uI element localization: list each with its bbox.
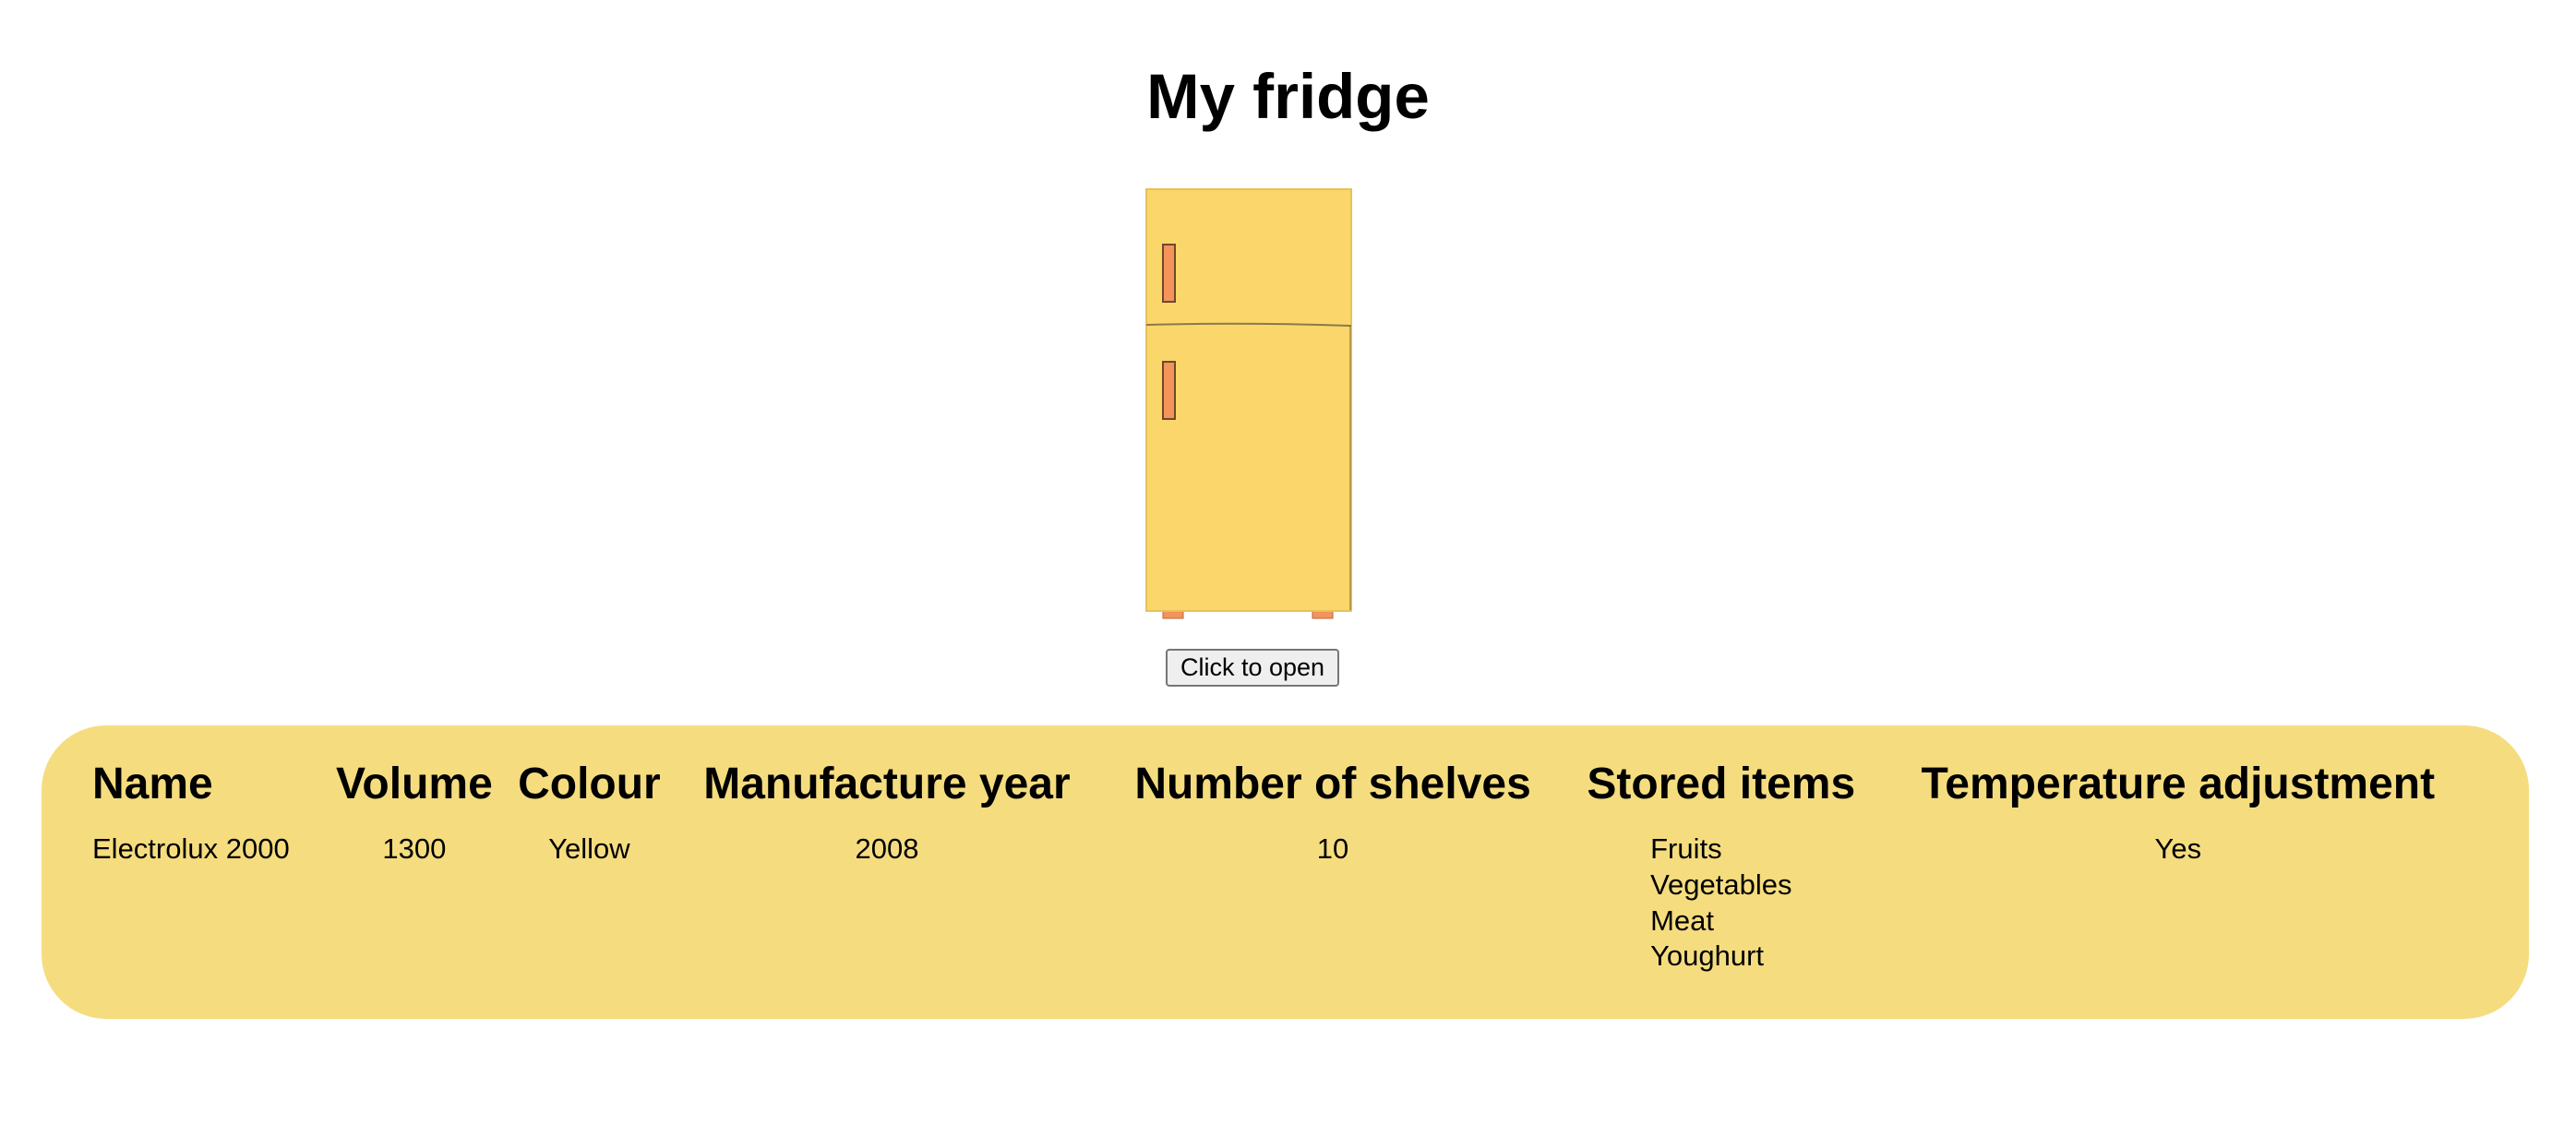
list-item: Meat [1650,904,1714,937]
cell-stored-items: Fruits Vegetables Meat Youghurt [1564,832,1878,975]
cell-manufacture-year: 2008 [855,832,919,866]
header-temperature-adjustment: Temperature adjustment [1921,760,2436,808]
fridge-info-table: Name Volume Colour Manufacture year Numb… [92,759,2478,975]
header-colour: Colour [518,760,661,808]
header-number-of-shelves: Number of shelves [1134,760,1531,808]
fridge-body [1145,188,1352,612]
table-header-row: Name Volume Colour Manufacture year Numb… [92,759,2478,832]
open-fridge-button[interactable]: Click to open [1166,649,1339,687]
cell-temperature-adjustment: Yes [2154,832,2202,866]
page-title: My fridge [1146,61,1430,132]
list-item: Youghurt [1650,939,1765,973]
cell-colour: Yellow [548,832,630,866]
header-name: Name [92,760,213,808]
list-item: Vegetables [1650,868,1792,901]
fridge-info-panel: Name Volume Colour Manufacture year Numb… [42,725,2529,1019]
header-manufacture-year: Manufacture year [703,760,1071,808]
freezer-handle [1162,244,1176,303]
list-item: Fruits [1650,832,1722,866]
header-volume: Volume [335,760,493,808]
table-row: Electrolux 2000 1300 Yellow 2008 10 Frui… [92,832,2478,975]
cell-volume: 1300 [382,832,447,866]
cell-number-of-shelves: 10 [1316,832,1349,866]
fridge-image [1145,188,1352,619]
fridge-handle [1162,361,1176,420]
stored-items-list: Fruits Vegetables Meat Youghurt [1650,832,1791,975]
header-stored-items: Stored items [1587,760,1856,808]
cell-name: Electrolux 2000 [92,832,290,866]
